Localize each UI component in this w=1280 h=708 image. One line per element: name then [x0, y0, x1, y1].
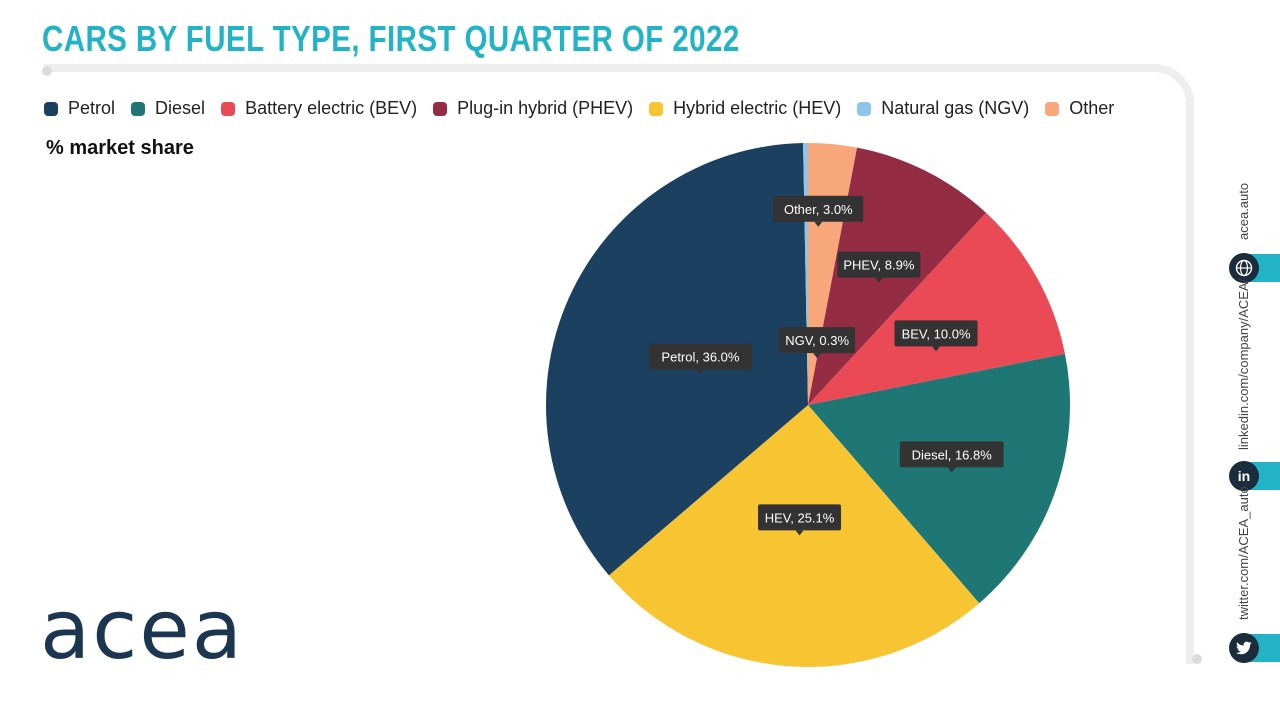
data-label-pointer — [874, 277, 883, 283]
legend-swatch — [649, 101, 664, 116]
chart-subtitle: % market share — [46, 137, 194, 159]
legend-label: Battery electric (BEV) — [245, 98, 418, 118]
data-label: HEV, 25.1% — [758, 504, 842, 536]
data-label-text: Petrol, 36.0% — [661, 350, 739, 365]
linkedin-icon[interactable]: in — [1229, 461, 1259, 491]
data-label-box — [773, 195, 864, 222]
data-label-pointer — [947, 467, 956, 473]
legend-item[interactable]: Hybrid electric (HEV) — [649, 98, 841, 119]
legend-item[interactable]: Petrol — [44, 98, 115, 119]
page-title: CARS BY FUEL TYPE, FIRST QUARTER OF 2022 — [42, 18, 740, 59]
pie-slice-bev[interactable] — [808, 212, 1065, 405]
legend-swatch — [221, 101, 236, 116]
data-label-pointer — [813, 353, 822, 359]
data-label-box — [894, 320, 978, 347]
globe-icon[interactable] — [1229, 253, 1259, 283]
data-label-pointer — [795, 530, 804, 536]
legend-swatch — [1045, 101, 1060, 116]
twitter-link[interactable]: twitter.com/ACEA_auto — [1236, 486, 1251, 620]
twitter-bird-icon — [1236, 641, 1252, 655]
data-label-text: Other, 3.0% — [784, 202, 853, 217]
data-label-box — [758, 504, 842, 531]
data-label: NGV, 0.3% — [779, 327, 856, 359]
legend-label: Diesel — [155, 98, 206, 118]
data-label-text: PHEV, 8.9% — [843, 258, 915, 273]
legend-item[interactable]: Natural gas (NGV) — [857, 98, 1029, 119]
legend-item[interactable]: Other — [1045, 98, 1114, 119]
legend-swatch — [131, 101, 146, 116]
legend-item[interactable]: Diesel — [131, 98, 205, 119]
data-label-box — [899, 441, 1004, 468]
data-label: Other, 3.0% — [773, 195, 864, 227]
data-label-box — [779, 327, 856, 354]
legend-swatch — [857, 101, 872, 116]
pie-slice-hev[interactable] — [608, 405, 980, 667]
data-label-box — [648, 343, 753, 370]
data-label-text: NGV, 0.3% — [785, 333, 849, 348]
frame-dot-bottom — [1192, 654, 1202, 664]
data-label-box — [837, 251, 921, 278]
linkedin-link[interactable]: linkedin.com/company/ACEA/ — [1236, 278, 1251, 450]
globe-glyph-icon — [1235, 259, 1253, 277]
pie-slice-diesel[interactable] — [808, 353, 1070, 604]
legend-label: Plug-in hybrid (PHEV) — [457, 98, 634, 118]
legend-label: Hybrid electric (HEV) — [673, 98, 842, 118]
frame-dot-left — [42, 66, 52, 76]
acea-logo: acea — [40, 583, 245, 678]
data-label-pointer — [814, 221, 823, 227]
chart-frame — [44, 64, 1194, 664]
data-label: PHEV, 8.9% — [837, 251, 921, 283]
data-label: BEV, 10.0% — [894, 320, 978, 352]
data-label-pointer — [696, 369, 705, 375]
legend-label: Petrol — [68, 98, 116, 118]
data-label: Petrol, 36.0% — [648, 343, 753, 375]
data-label: Diesel, 16.8% — [899, 441, 1004, 473]
legend-swatch — [44, 101, 58, 116]
website-link[interactable]: acea.auto — [1236, 182, 1251, 240]
legend-item[interactable]: Plug-in hybrid (PHEV) — [433, 98, 633, 119]
data-label-text: Diesel, 16.8% — [912, 447, 993, 462]
twitter-icon[interactable] — [1229, 633, 1259, 663]
data-label-pointer — [932, 346, 941, 352]
data-label-text: BEV, 10.0% — [902, 326, 971, 341]
legend-label: Other — [1069, 98, 1115, 118]
data-label-text: HEV, 25.1% — [765, 510, 835, 525]
chart-legend: Petrol Diesel Battery electric (BEV) Plug-i… — [44, 98, 1130, 119]
legend-item[interactable]: Battery electric (BEV) — [221, 98, 417, 119]
legend-label: Natural gas (NGV) — [881, 98, 1030, 118]
legend-swatch — [433, 101, 448, 116]
